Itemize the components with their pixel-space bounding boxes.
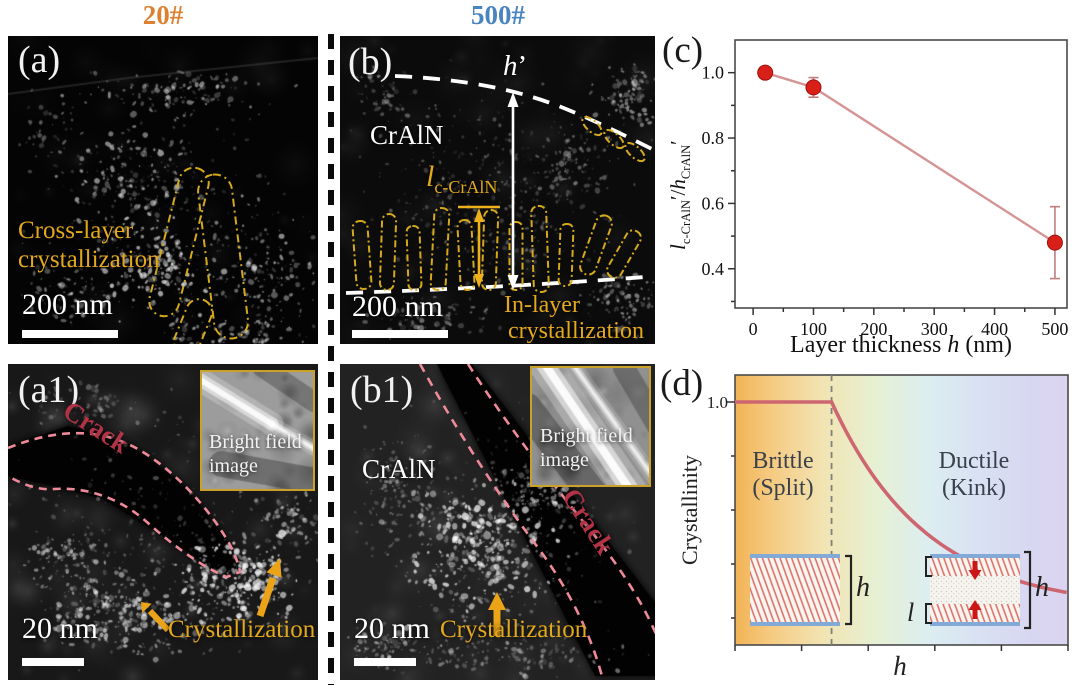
in-layer-crystallite-outlines <box>351 115 646 293</box>
bright-field-caption: Bright field image <box>540 425 633 471</box>
svg-text:400: 400 <box>981 319 1008 339</box>
scale-bar <box>352 330 448 338</box>
scale-bar-label: 200 nm <box>352 290 443 323</box>
scale-bar <box>354 658 416 666</box>
crack-outline-dashed <box>8 431 242 579</box>
h-prime-label: h’ <box>503 50 528 82</box>
ratio-vs-thickness-chart: 0 100 200 300 400 500 0.4 0.6 0.8 1.0 <box>702 39 1068 339</box>
bright-field-image-b1 <box>532 368 649 485</box>
svg-text:0: 0 <box>749 319 758 339</box>
d-ytick-label: 1.0 <box>706 393 728 412</box>
panel-c-tag: (c) <box>662 30 704 71</box>
l-crain-label: lc-CrAlN <box>426 160 498 197</box>
scale-bar <box>22 330 118 338</box>
panel-b-overlay <box>345 74 655 295</box>
crack-boundary-dashed <box>418 364 655 680</box>
inset-right-h-label: h <box>1035 572 1049 603</box>
scale-bar-label: 200 nm <box>22 288 113 321</box>
crystallization-annotation: Crystallization <box>168 616 316 643</box>
svg-text:100: 100 <box>800 319 827 339</box>
bright-field-caption: Bright field image <box>209 431 302 477</box>
brittle-layer-inset <box>750 554 853 626</box>
inset-left-h-label: h <box>856 572 870 603</box>
in-layer-annotation-line2: crystallization <box>508 318 644 344</box>
panel-b1-overlay <box>418 364 655 680</box>
ductile-region-label: Ductile (Kink) <box>938 448 1010 501</box>
upper-boundary-dashed <box>394 74 655 152</box>
panel-a1-overlay <box>8 431 282 633</box>
l-bracket-bottom <box>925 603 932 624</box>
svg-text:0.8: 0.8 <box>702 128 725 148</box>
crystallization-annotation: Crystallization <box>440 616 588 643</box>
d-x-axis-label: h <box>893 651 907 681</box>
crain-label: CrAlN <box>370 120 444 150</box>
panel-a-tag: (a) <box>18 39 61 81</box>
inset-right-l-label: l <box>907 598 915 627</box>
ductile-layer-inset <box>925 550 1032 630</box>
lower-boundary-dashed <box>345 275 646 295</box>
panel-d-schematic: (d) 1.0 Crystallinity h Brittle (Split) … <box>660 360 1080 685</box>
panel-a-overlay <box>148 166 250 344</box>
bright-field-image-a1 <box>202 372 313 489</box>
compression-arrows <box>968 561 982 619</box>
h-bracket <box>845 554 853 626</box>
in-layer-annotation-line1: In-layer <box>504 292 580 318</box>
scale-bar-label: 20 nm <box>22 612 98 645</box>
l-crain-arrow <box>458 205 500 288</box>
svg-text:500: 500 <box>1041 319 1068 339</box>
panel-b1-tag: (b1) <box>350 369 414 411</box>
crystallization-arrows <box>141 558 282 633</box>
scale-bar-label: 20 nm <box>354 612 430 645</box>
crystallinity-schematic-chart <box>727 374 1069 651</box>
panel-a1-hrtem-image: (a1) Crack Bright field image Crystalliz… <box>8 364 318 680</box>
column-divider-dashed-line <box>328 34 334 685</box>
header-label-500: 500# <box>471 0 525 30</box>
panel-a-dark-field-image: (a) Cross-layer crystallization 200 nm <box>8 36 318 344</box>
crain-label: CrAlN <box>362 454 436 484</box>
scale-bar <box>22 658 84 666</box>
bright-field-inset: Bright field image <box>530 366 651 487</box>
svg-text:0.4: 0.4 <box>702 259 725 279</box>
h-prime-arrow <box>507 92 519 290</box>
crystallization-arrow <box>488 592 506 636</box>
panel-a1-tag: (a1) <box>18 369 80 411</box>
panel-b-tag: (b) <box>348 41 393 83</box>
svg-text:300: 300 <box>921 319 948 339</box>
c-y-axis-label: lc-CrAlN′/hCrAlN′ <box>665 140 694 250</box>
tem-image-b <box>340 36 655 344</box>
tem-image-a <box>8 36 318 344</box>
l-bracket-top <box>925 556 932 577</box>
header-label-20: 20# <box>142 0 184 30</box>
svg-text:0.6: 0.6 <box>702 193 725 213</box>
panel-b1-hrtem-image: (b1) CrAlN Crack Bright field image Crys… <box>340 364 655 680</box>
h-bracket <box>1024 550 1032 630</box>
panel-b-dark-field-image: (b) CrAlN h’ lc-CrAlN In-layer crystalli… <box>340 36 655 344</box>
c-x-axis-label: Layer thickness h (nm) <box>790 332 1012 358</box>
cross-layer-annotation: Cross-layer crystallization <box>18 217 160 273</box>
bright-field-inset: Bright field image <box>200 370 315 491</box>
svg-text:200: 200 <box>860 319 887 339</box>
d-y-axis-label: Crystallinity <box>677 455 702 565</box>
brittle-region-label: Brittle (Split) <box>752 448 814 501</box>
panel-c-plot: 0 100 200 300 400 500 0.4 0.6 0.8 1.0 (c) lc-CrAl… <box>660 30 1080 372</box>
panel-d-tag: (d) <box>660 363 704 404</box>
svg-text:1.0: 1.0 <box>702 63 725 83</box>
